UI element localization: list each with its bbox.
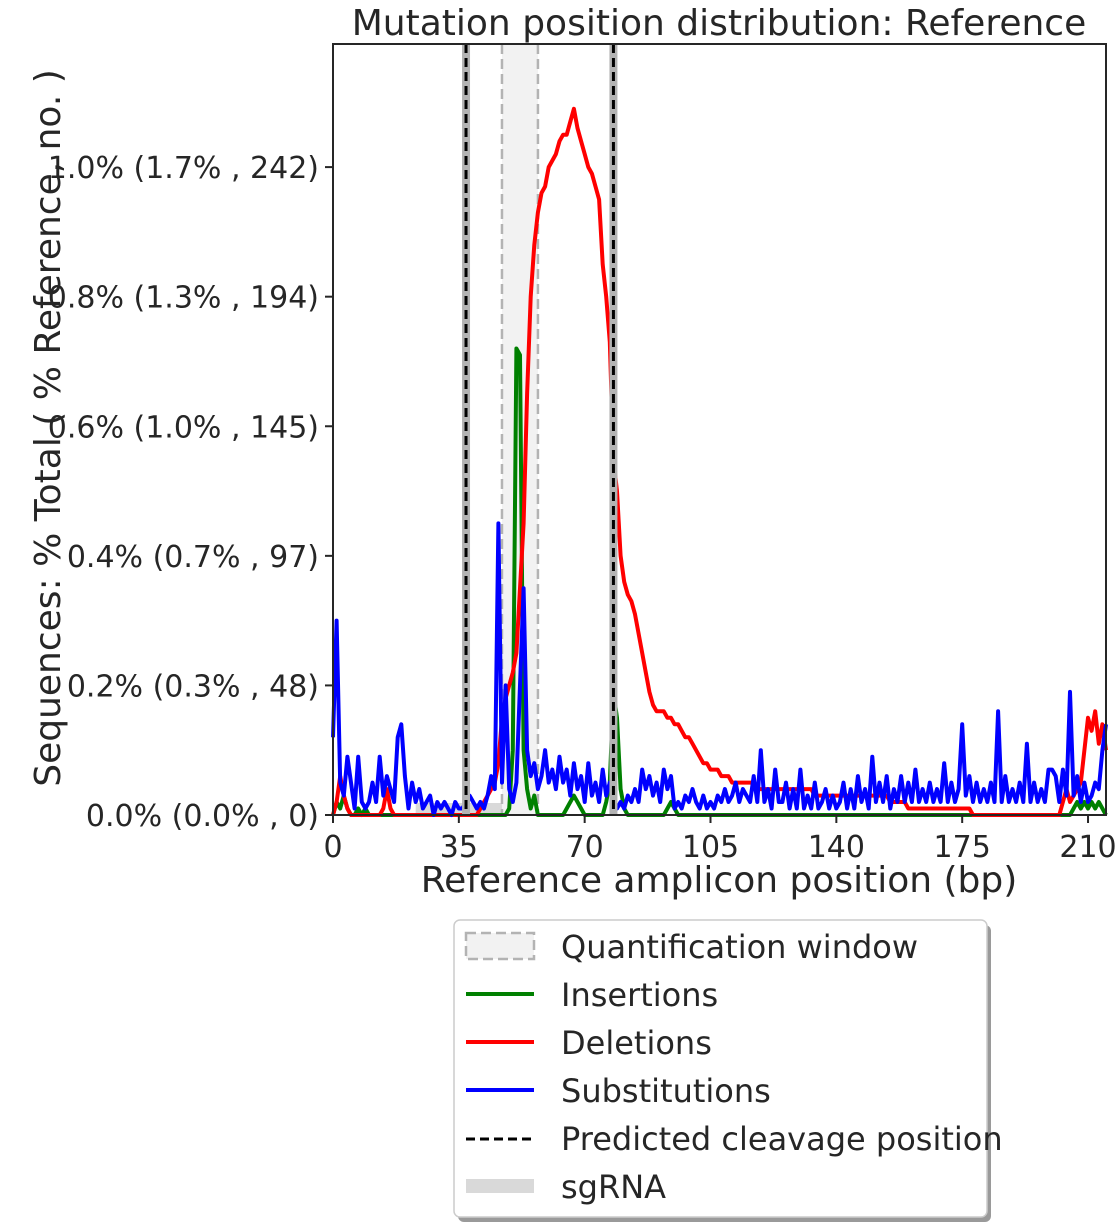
y-tick-label: 0.0% (0.0% , 0) [86, 799, 319, 834]
y-axis: 0.0% (0.0% , 0) 0.2% (0.3% , 48) 0.4% (0.7… [48, 151, 333, 834]
plot-frame [332, 43, 1107, 816]
legend-swatch-quantification-window [464, 931, 536, 961]
y-tick-label: 0.4% (0.7% , 97) [67, 540, 319, 575]
legend-item-cleavage: Predicted cleavage position [466, 1120, 1003, 1158]
legend-label-sgrna: sgRNA [561, 1168, 666, 1206]
y-axis-title: Sequences: % Total ( % Reference, no. ) [28, 69, 69, 787]
x-tick-label: 105 [682, 830, 739, 865]
y-tick-label: 1.0% (1.7% , 242) [48, 151, 319, 186]
plot-area [331, 43, 1108, 817]
x-tick-label: 0 [323, 830, 342, 865]
legend-swatch-sgrna [466, 1179, 534, 1193]
legend-label-deletions: Deletions [561, 1024, 712, 1062]
chart-title: Mutation position distribution: Referenc… [352, 3, 1087, 44]
series-lines [331, 106, 1108, 817]
reference-lines [462, 44, 618, 815]
legend: Quantification window Insertions Deletio… [453, 919, 1003, 1222]
legend-item-deletions: Deletions [466, 1024, 712, 1062]
x-axis: 0 35 70 105 140 175 210 [323, 815, 1117, 865]
legend-label-substitutions: Substitutions [561, 1072, 771, 1110]
legend-item-sgrna: sgRNA [466, 1168, 666, 1206]
legend-item-quantification-window: Quantification window [464, 928, 918, 966]
y-tick-label: 0.8% (1.3% , 194) [48, 281, 319, 316]
legend-box [453, 919, 988, 1218]
legend-label-insertions: Insertions [561, 976, 718, 1014]
x-tick-label: 140 [808, 830, 865, 865]
legend-item-substitutions: Substitutions [466, 1072, 771, 1110]
legend-label-cleavage: Predicted cleavage position [561, 1120, 1003, 1158]
legend-label-quantification-window: Quantification window [561, 928, 918, 966]
x-tick-label: 35 [440, 830, 478, 865]
series-line-deletions [331, 106, 1108, 817]
x-axis-title: Reference amplicon position (bp) [421, 860, 1018, 901]
series-line-substitutions [331, 521, 1108, 817]
y-tick-label: 0.6% (1.0% , 145) [48, 410, 319, 445]
y-tick-label: 0.2% (0.3% , 48) [67, 669, 319, 704]
x-tick-label: 175 [934, 830, 991, 865]
legend-item-insertions: Insertions [466, 976, 718, 1014]
x-tick-label: 70 [566, 830, 604, 865]
series-line-insertions [331, 346, 1108, 817]
x-tick-label: 210 [1059, 830, 1116, 865]
